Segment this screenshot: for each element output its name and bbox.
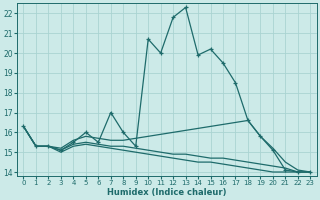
X-axis label: Humidex (Indice chaleur): Humidex (Indice chaleur) — [107, 188, 227, 197]
